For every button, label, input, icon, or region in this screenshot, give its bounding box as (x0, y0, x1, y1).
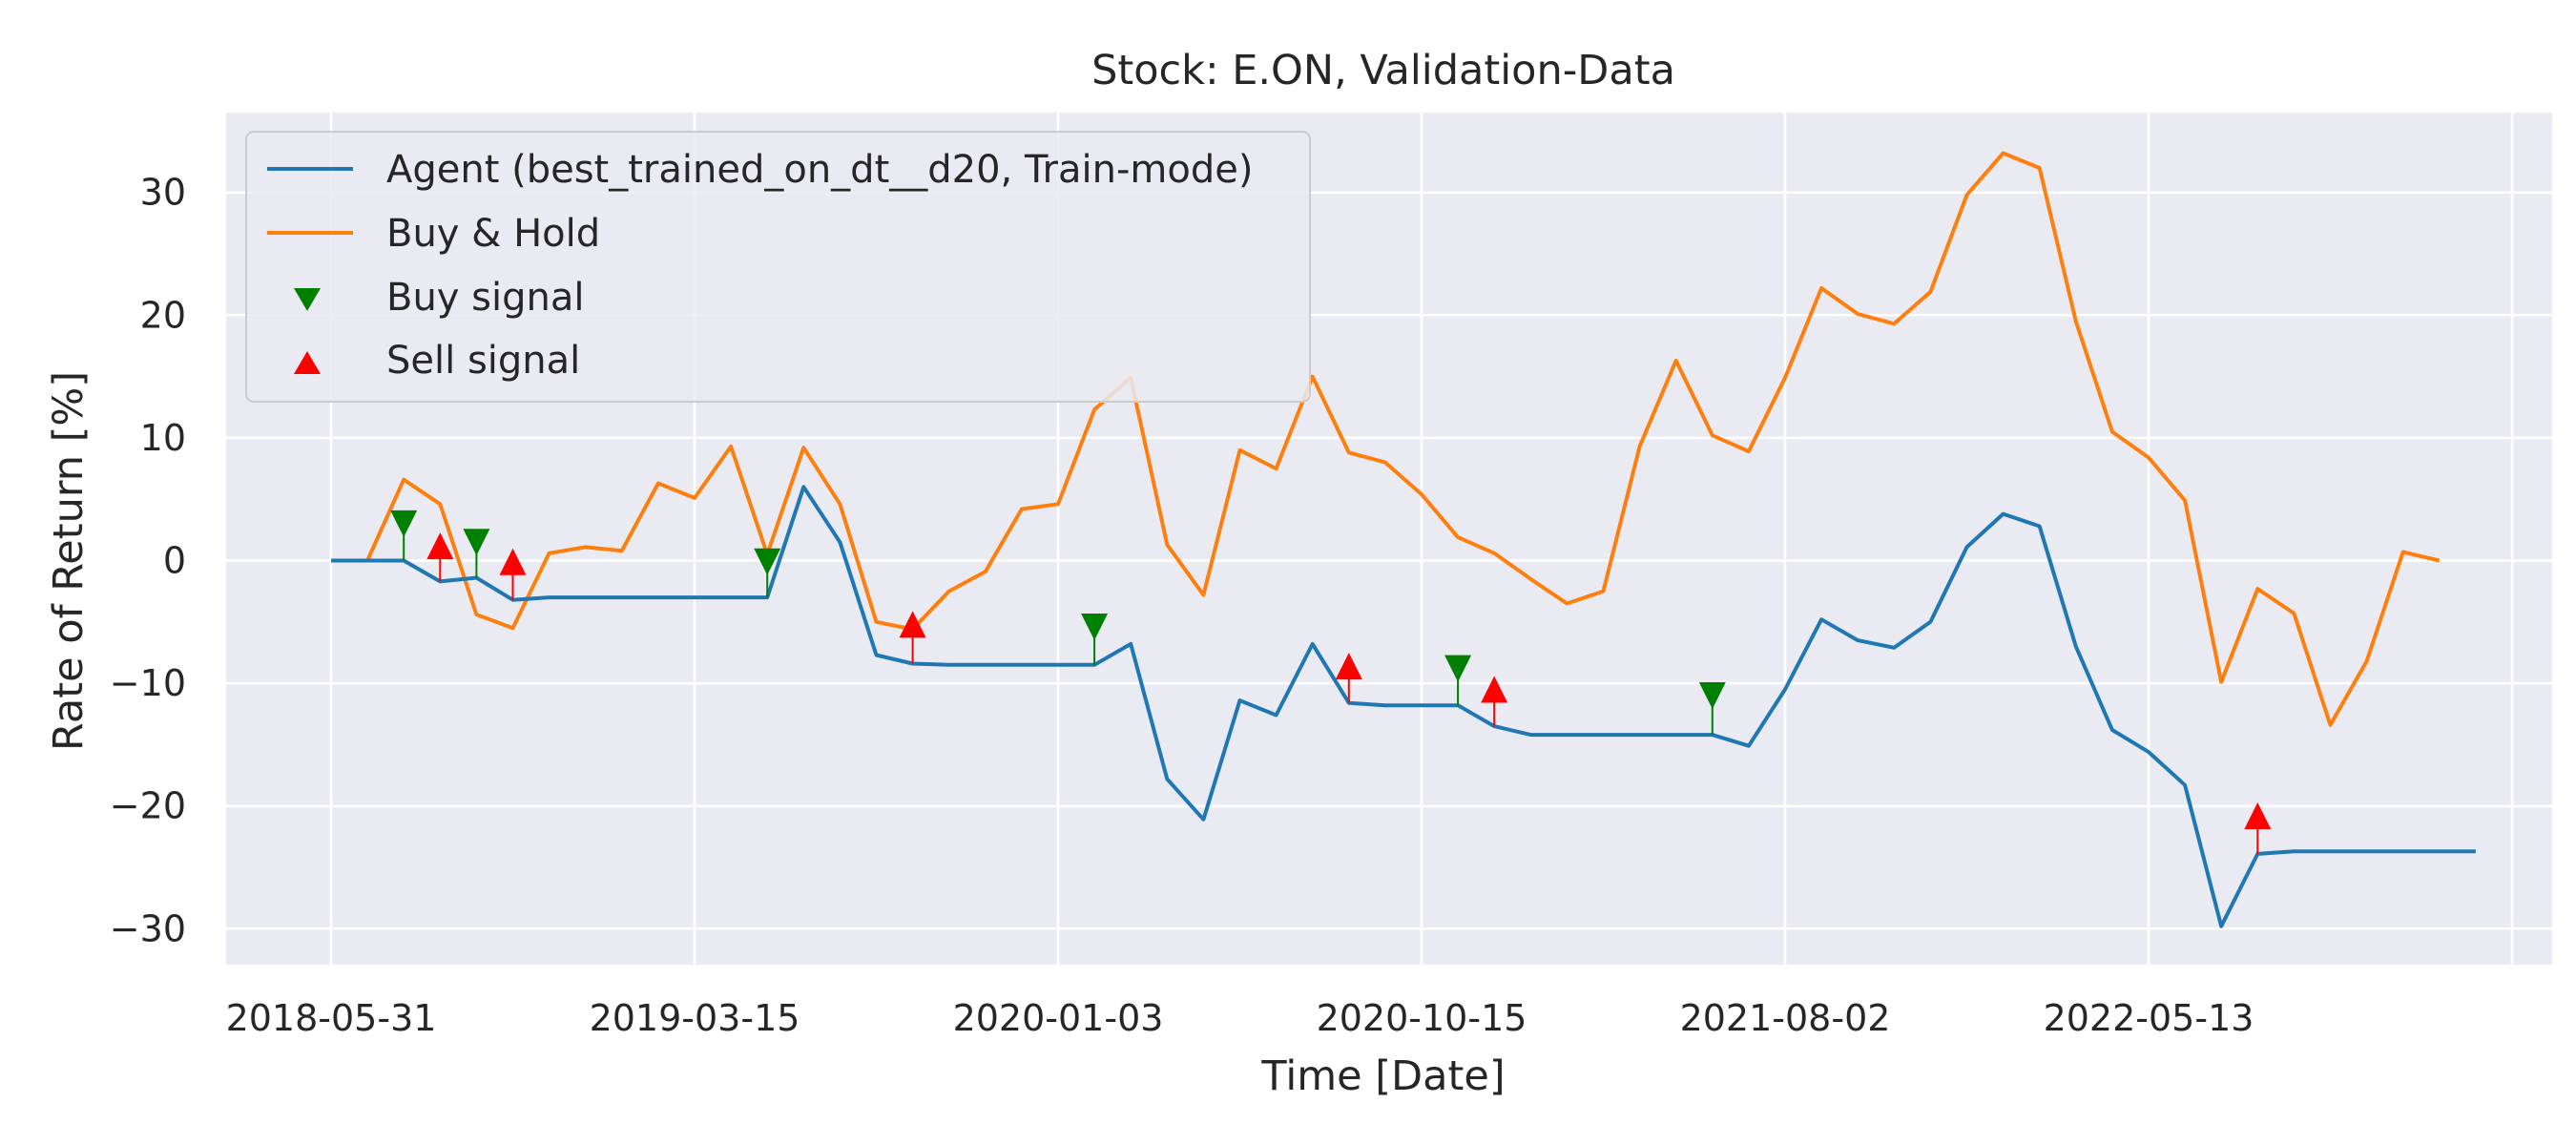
x-tick-label: 2021-08-02 (1680, 997, 1891, 1039)
legend-sell-marker (294, 351, 321, 374)
y-tick-label: 10 (140, 417, 186, 459)
legend: Agent (best_trained_on_dt__d20, Train-mo… (245, 131, 1311, 403)
legend-agent-label: Agent (best_trained_on_dt__d20, Train-mo… (386, 148, 1253, 192)
x-tick-label: 2018-05-31 (226, 997, 437, 1039)
buy-signal-marker (390, 510, 418, 537)
sell-signal-marker (1335, 653, 1362, 680)
y-tick-label: −20 (110, 785, 186, 827)
y-tick-label: 20 (140, 294, 186, 336)
buy-hold-line (331, 151, 2441, 727)
buy-signal-marker (463, 529, 490, 556)
sell-signal-marker (426, 532, 454, 560)
y-axis-title: Rate of Return [%] (45, 371, 93, 751)
series-lines (331, 151, 2476, 928)
y-axis-ticks: 30 20 10 0 −10 −20 −30 (110, 172, 186, 950)
y-tick-label: 0 (163, 540, 186, 582)
y-tick-label: −30 (110, 907, 186, 949)
x-tick-label: 2020-10-15 (1317, 997, 1527, 1039)
agent-line (331, 485, 2476, 928)
buy-signal-marker (1081, 613, 1109, 640)
x-axis-title: Time [Date] (1260, 1052, 1505, 1100)
gridlines (226, 113, 2552, 965)
buy-signal-marker (1444, 655, 1472, 682)
legend-buy-label: Buy signal (386, 276, 585, 320)
x-tick-label: 2019-03-15 (590, 997, 800, 1039)
y-tick-label: −10 (110, 662, 186, 704)
x-tick-label: 2020-01-03 (953, 997, 1164, 1039)
legend-box (245, 131, 1311, 403)
sell-signal-marker (2244, 802, 2272, 829)
legend-buyhold-label: Buy & Hold (386, 212, 600, 256)
chart-title: Stock: E.ON, Validation-Data (1091, 47, 1675, 94)
buy-signal-marker (1698, 681, 1726, 709)
legend-sell-label: Sell signal (386, 339, 580, 383)
sell-signal-marker (899, 611, 926, 638)
x-axis-ticks: 2018-05-31 2019-03-15 2020-01-03 2020-10-15… (226, 997, 2254, 1039)
signal-markers (390, 510, 2272, 854)
sell-signal-marker (499, 548, 527, 575)
y-tick-label: 30 (140, 172, 186, 214)
buy-signal-marker (754, 548, 781, 575)
sell-signal-marker (1481, 676, 1508, 703)
legend-buy-marker (294, 288, 321, 311)
x-tick-label: 2022-05-13 (2044, 997, 2254, 1039)
